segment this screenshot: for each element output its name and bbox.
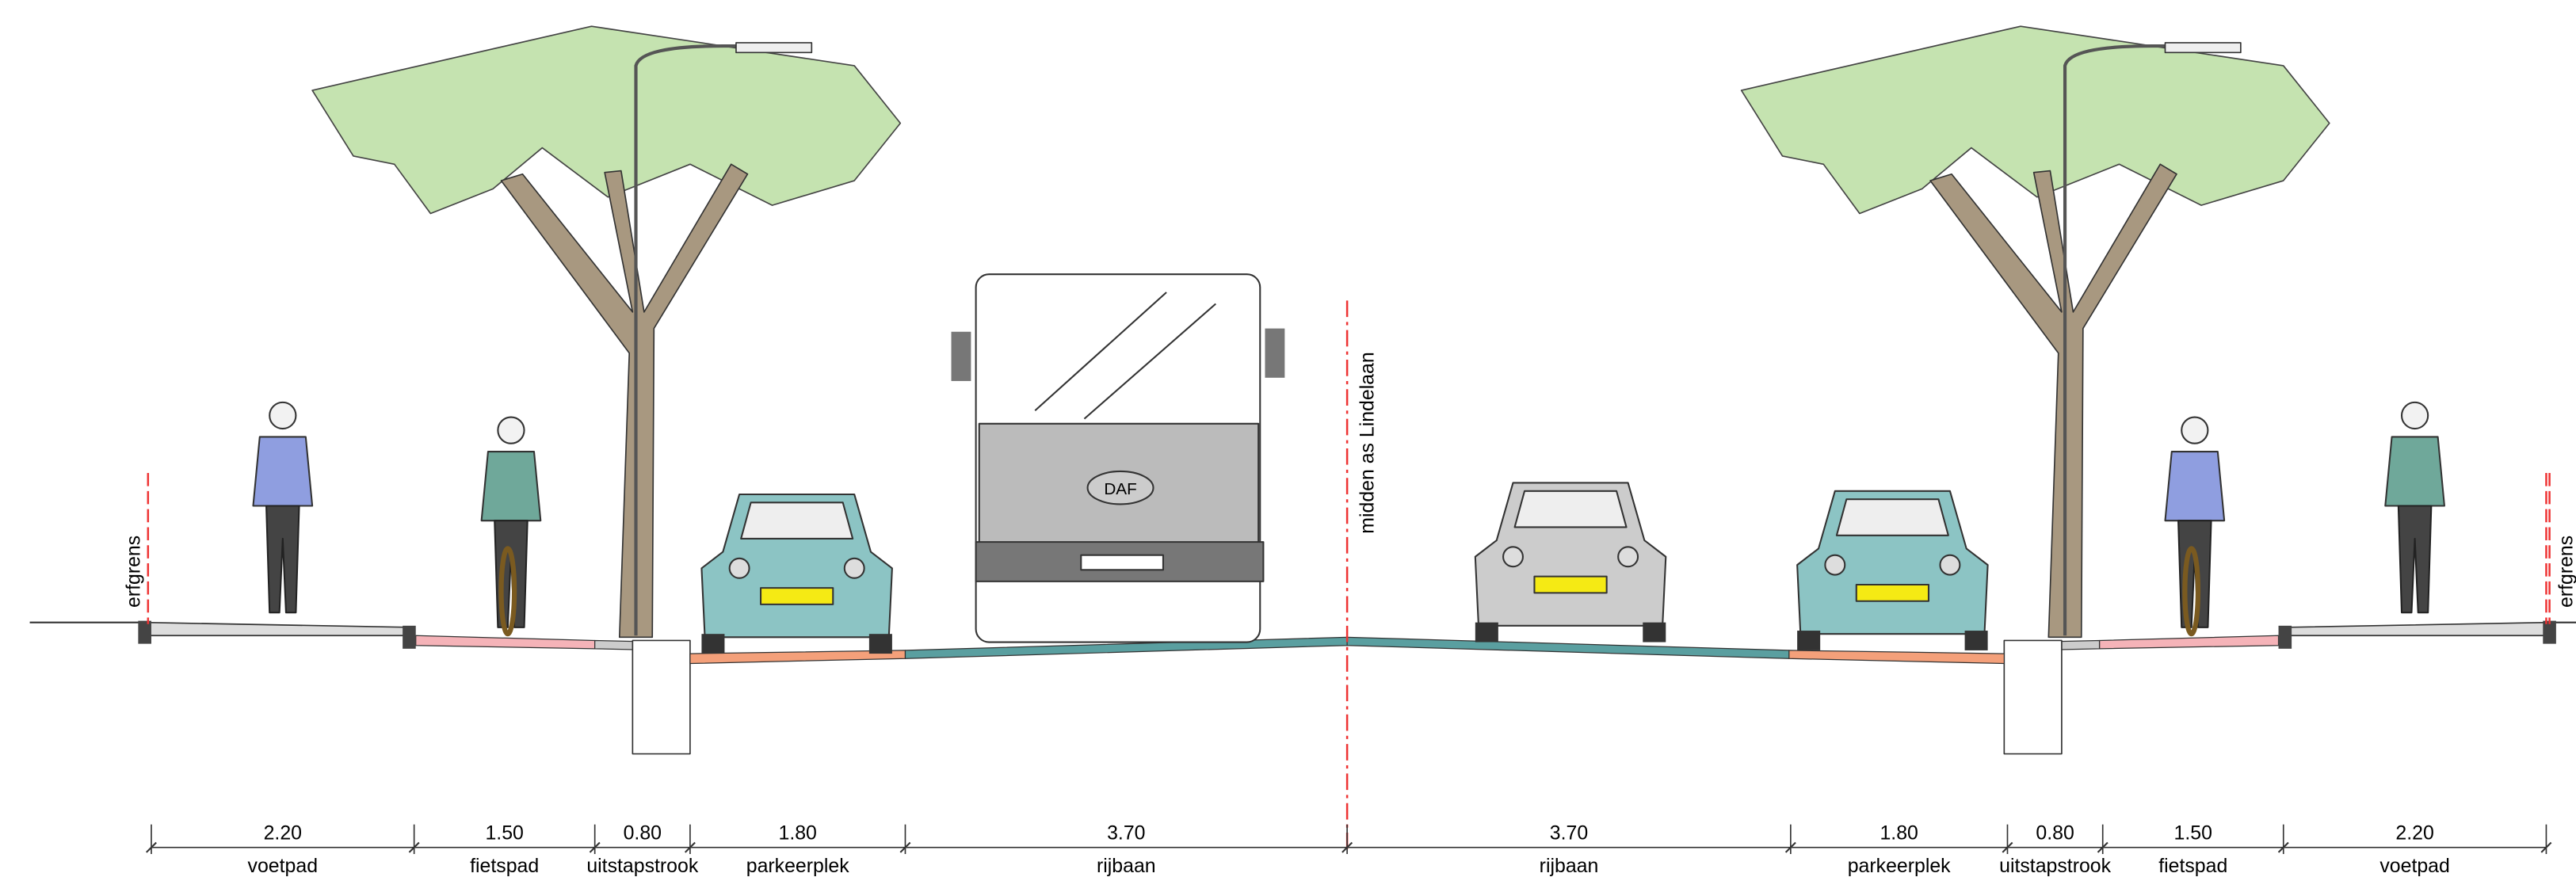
- dimension-slash: [1341, 841, 1353, 853]
- dimension-slash: [146, 841, 157, 853]
- dimension-slash: [684, 841, 696, 853]
- dimension-slash: [2277, 841, 2289, 853]
- dimension-value: 0.80: [624, 822, 662, 844]
- dimension-label: parkeerplek: [1848, 855, 1951, 877]
- dimension-label: fietspad: [470, 855, 539, 877]
- dimension-value: 3.70: [1107, 822, 1145, 844]
- dimension-label: uitstapstrook: [1999, 855, 2112, 877]
- dimension-value: 2.20: [264, 822, 302, 844]
- dimension-slash: [589, 841, 601, 853]
- dimension-slash: [899, 841, 911, 853]
- dimension-label: voetpad: [2379, 855, 2449, 877]
- dimension-value: 1.50: [485, 822, 523, 844]
- dimension-label: rijbaan: [1097, 855, 1156, 877]
- bus-badge: DAF: [1104, 480, 1136, 498]
- dimension-slash: [1784, 841, 1796, 853]
- dimension-label: rijbaan: [1540, 855, 1599, 877]
- dimension-value: 1.50: [2174, 822, 2212, 844]
- dimension-value: 1.80: [779, 822, 817, 844]
- dimension-line: 2.20 voetpad 1.50 fietspad 0.80 uitstapstrook…: [146, 822, 2552, 877]
- dimension-label: voetpad: [248, 855, 318, 877]
- dimension-slash: [408, 841, 420, 853]
- dimension-value: 3.70: [1550, 822, 1588, 844]
- dimension-label: uitstapstrook: [586, 855, 699, 877]
- bus: DAF: [951, 273, 1285, 643]
- dimension-slash: [2002, 841, 2013, 853]
- dimension-value: 2.20: [2395, 822, 2433, 844]
- boundary-label: erfgrens: [2555, 536, 2576, 608]
- boundary-label: erfgrens: [122, 536, 144, 608]
- dimension-value: 0.80: [2036, 822, 2074, 844]
- center-label: midden as Lindelaan: [1356, 352, 1378, 533]
- dimension-label: parkeerplek: [746, 855, 849, 877]
- dimension-slash: [2097, 841, 2109, 853]
- dimension-value: 1.80: [1880, 822, 1918, 844]
- dimension-slash: [2540, 841, 2552, 853]
- dimension-label: fietspad: [2158, 855, 2227, 877]
